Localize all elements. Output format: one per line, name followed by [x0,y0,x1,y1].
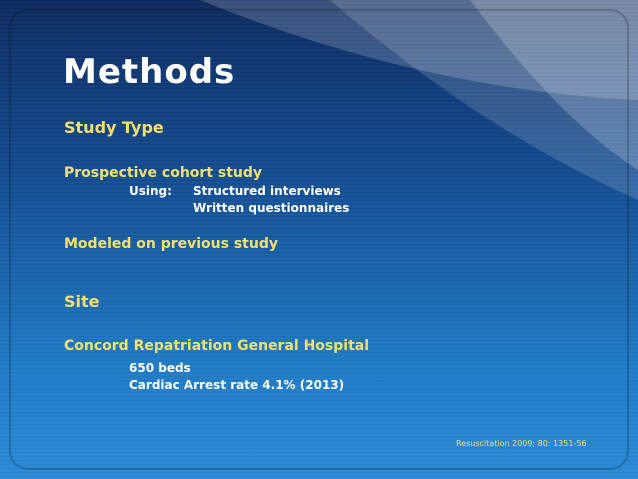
section-heading: Study Type [64,118,164,137]
sub-item: Structured interviews [193,184,341,198]
sub-item: 650 beds [129,361,191,375]
section-heading: Site [64,292,100,311]
reference: Resuscitation 2009; 80: 1351-56 [456,439,587,448]
item: Modeled on previous study [64,236,278,252]
item: Prospective cohort study [64,165,263,181]
sub-item: Written questionnaires [193,201,350,215]
sub-item: Cardiac Arrest rate 4.1% (2013) [129,378,345,392]
item: Concord Repatriation General Hospital [64,338,370,354]
sub-label: Using: [129,184,172,198]
slide-title: Methods [63,52,236,92]
